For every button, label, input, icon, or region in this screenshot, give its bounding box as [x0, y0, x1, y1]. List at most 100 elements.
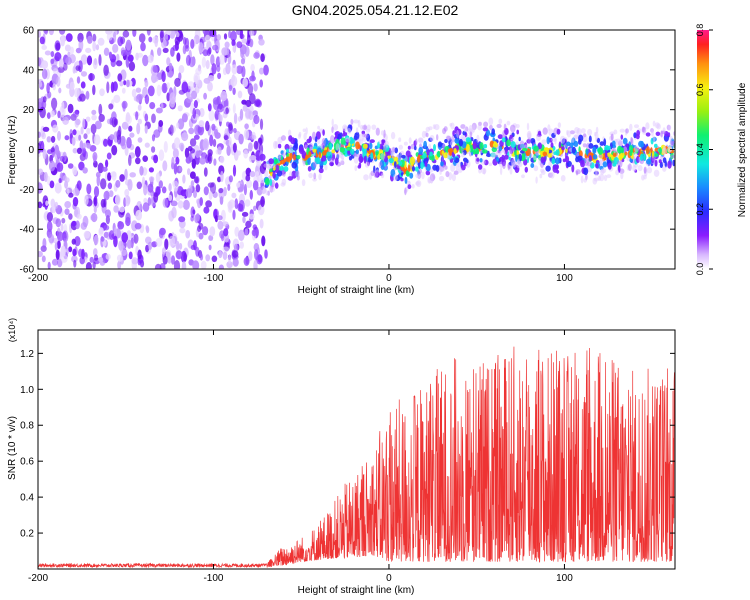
signal-cell — [287, 176, 294, 181]
signal-cell — [630, 137, 634, 146]
noise-cell — [199, 107, 205, 118]
signal-cell — [461, 152, 465, 158]
noise-cell — [192, 260, 200, 269]
noise-cell — [103, 138, 108, 147]
noise-cell — [186, 96, 193, 104]
signal-cell — [394, 160, 397, 168]
signal-cell — [398, 137, 402, 142]
signal-cell — [363, 155, 367, 164]
signal-cell — [411, 184, 415, 189]
signal-cell — [472, 150, 476, 155]
signal-cell — [313, 172, 317, 180]
signal-cell — [435, 164, 440, 172]
signal-cell — [592, 154, 598, 160]
noise-cell — [155, 172, 161, 183]
signal-cell — [514, 149, 517, 156]
noise-cell — [220, 170, 224, 183]
noise-cell — [175, 240, 180, 250]
noise-cell — [50, 58, 55, 64]
noise-cell — [232, 45, 236, 53]
signal-cell — [364, 161, 370, 168]
noise-cell — [151, 73, 157, 84]
signal-cell — [324, 164, 328, 171]
signal-cell — [612, 162, 617, 167]
noise-cell — [95, 44, 100, 51]
noise-cell — [59, 156, 65, 162]
signal-cell — [302, 162, 306, 167]
noise-cell — [127, 54, 134, 62]
signal-cell — [628, 163, 632, 171]
signal-cell — [268, 175, 272, 180]
noise-cell — [238, 133, 244, 145]
y-tick-label: 1.2 — [20, 349, 34, 360]
colorbar-tick-label: 0.6 — [695, 83, 705, 96]
noise-cell — [248, 142, 253, 152]
signal-cell — [617, 145, 623, 154]
signal-cell — [527, 137, 532, 145]
noise-cell — [85, 116, 91, 122]
noise-cell — [38, 57, 42, 67]
signal-cell — [317, 125, 320, 130]
noise-cell — [116, 254, 124, 262]
signal-cell — [394, 147, 399, 154]
y-tick-label: -40 — [20, 225, 35, 236]
signal-cell — [329, 143, 333, 151]
noise-cell — [41, 60, 49, 69]
signal-cell — [592, 146, 597, 155]
signal-cell — [662, 165, 667, 172]
noise-cell — [94, 120, 102, 130]
signal-cell — [285, 156, 291, 162]
signal-cell — [510, 141, 516, 148]
signal-cell — [400, 172, 404, 176]
signal-cell — [658, 159, 662, 164]
noise-cell — [187, 168, 191, 176]
noise-cell — [190, 90, 198, 100]
noise-cell — [129, 172, 136, 178]
signal-cell — [577, 155, 583, 161]
signal-cell — [380, 172, 385, 179]
signal-cell — [330, 136, 334, 144]
noise-cell — [195, 184, 201, 193]
noise-cell — [217, 176, 222, 183]
noise-cell — [91, 114, 97, 121]
noise-cell — [202, 138, 209, 151]
signal-cell — [587, 128, 593, 136]
noise-cell — [236, 65, 244, 74]
signal-cell — [288, 145, 293, 150]
noise-cell — [86, 143, 92, 149]
noise-cell — [245, 108, 252, 119]
noise-cell — [232, 87, 236, 96]
signal-cell — [274, 158, 278, 165]
signal-cell — [583, 158, 590, 166]
noise-cell — [192, 107, 196, 119]
signal-cell — [454, 138, 460, 144]
noise-cell — [207, 182, 215, 188]
noise-cell — [135, 111, 139, 121]
noise-cell — [195, 150, 200, 159]
noise-cell — [52, 83, 56, 91]
noise-cell — [154, 263, 162, 269]
signal-cell — [550, 142, 554, 149]
noise-cell — [216, 64, 221, 73]
signal-cell — [332, 124, 339, 131]
signal-cell — [468, 125, 473, 132]
signal-cell — [264, 169, 269, 178]
signal-cell — [438, 175, 445, 182]
noise-cell — [232, 164, 237, 177]
noise-cell — [135, 209, 143, 221]
noise-cell — [253, 52, 260, 59]
signal-cell — [322, 150, 326, 156]
signal-cell — [595, 163, 599, 169]
signal-cell — [326, 151, 331, 157]
signal-cell — [296, 155, 301, 160]
noise-cell — [121, 100, 128, 109]
noise-cell — [117, 73, 123, 82]
signal-cell — [522, 147, 528, 152]
noise-cell — [247, 32, 251, 45]
signal-cell — [472, 141, 477, 150]
signal-cell — [380, 165, 385, 171]
noise-cell — [157, 47, 162, 56]
noise-cell — [249, 75, 256, 82]
noise-cell — [113, 235, 118, 248]
signal-cell — [488, 162, 493, 167]
